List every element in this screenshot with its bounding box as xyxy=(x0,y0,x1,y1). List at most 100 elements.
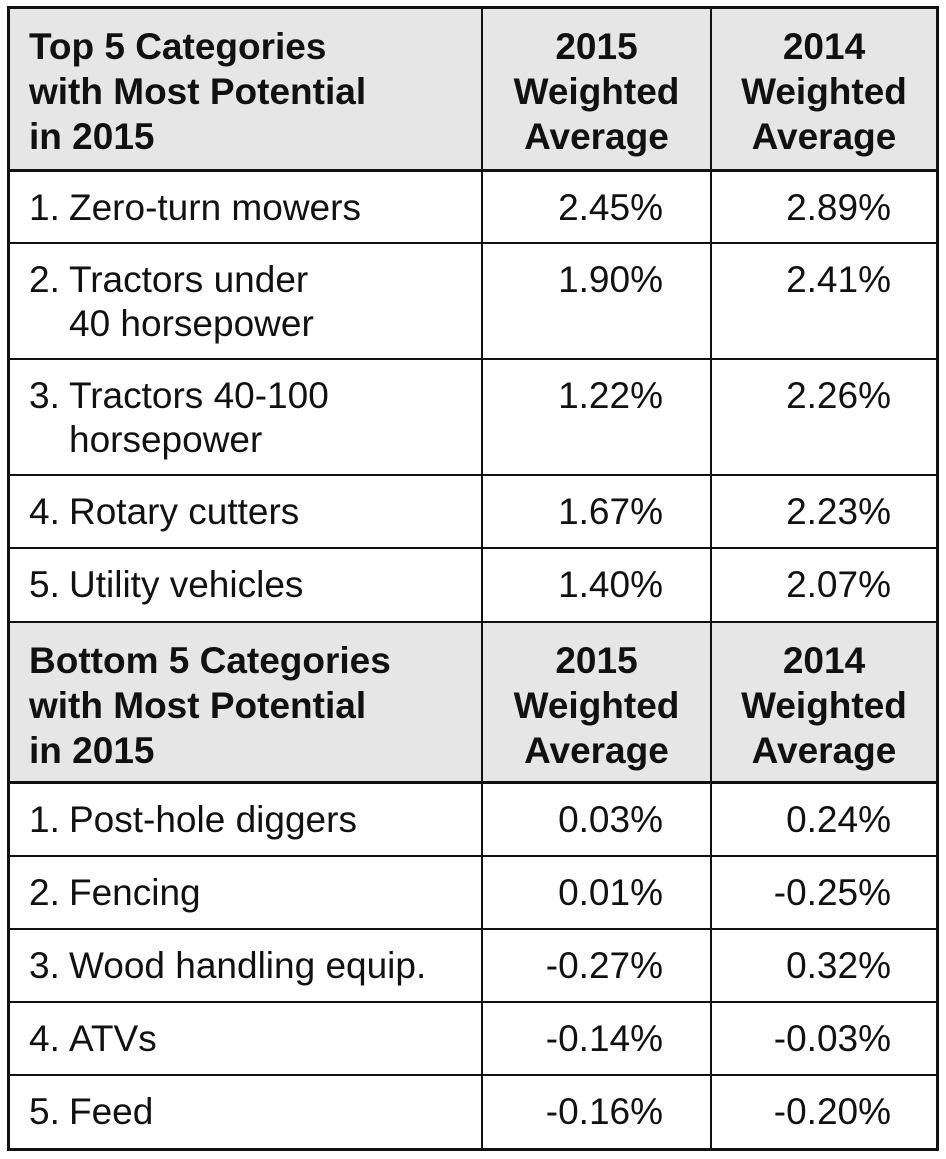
category-cell: 5. Utility vehicles xyxy=(10,547,483,623)
section-header-row: Top 5 Categories with Most Potential in 20… xyxy=(10,9,936,172)
value-2014-cell: -0.03% xyxy=(710,1000,936,1076)
category-label: Utility vehicles xyxy=(69,563,303,607)
category-cell: 4. ATVs xyxy=(10,1000,483,1076)
weighted-average-2015-header-line: Average xyxy=(524,729,669,771)
value-2014-cell: 0.32% xyxy=(710,927,936,1003)
rank-number: 3. xyxy=(29,944,60,986)
weighted-average-2015-header-line: Weighted xyxy=(513,684,680,726)
weighted-average-2015-header-line: Weighted xyxy=(513,71,680,112)
table-row: 2. Fencing 0.01% -0.25% xyxy=(10,854,936,930)
category-label-line: horsepower xyxy=(69,419,263,461)
category-header-line: in 2015 xyxy=(29,116,155,157)
category-label: Fencing xyxy=(69,871,201,915)
value-2015-cell: 1.40% xyxy=(481,547,712,623)
category-cell: 1. Post-hole diggers xyxy=(10,781,483,857)
value-2014-cell: 0.24% xyxy=(710,781,936,857)
category-header-line: with Most Potential xyxy=(29,684,367,726)
weighted-average-2015-header: 2015 Weighted Average xyxy=(481,620,712,785)
table-row: 2. Tractors under 40 horsepower 1.90% 2.41% xyxy=(10,242,936,361)
weighted-average-2015-header-line: Average xyxy=(524,116,669,157)
value-2014-cell: 2.26% xyxy=(710,358,936,477)
category-header-line: in 2015 xyxy=(29,729,155,771)
weighted-average-2014-header-line: Average xyxy=(751,116,897,157)
value-2014-cell: 2.89% xyxy=(710,169,936,245)
category-label: Post-hole diggers xyxy=(69,798,357,842)
category-label: ATVs xyxy=(69,1017,157,1061)
weighted-average-2015-header-line: 2015 xyxy=(555,26,638,67)
category-label: Zero-turn mowers xyxy=(69,186,361,230)
table-row: 1. Zero-turn mowers 2.45% 2.89% xyxy=(10,169,936,245)
weighted-average-2014-header: 2014 Weighted Average xyxy=(710,620,936,785)
rank-number: 3. xyxy=(29,375,60,417)
table-row: 5. Utility vehicles 1.40% 2.07% xyxy=(10,547,936,623)
weighted-average-2014-header: 2014 Weighted Average xyxy=(710,9,936,172)
weighted-average-2014-header-line: Average xyxy=(751,729,897,771)
value-2014-cell: -0.25% xyxy=(710,854,936,930)
weighted-average-2014-header-line: 2014 xyxy=(782,639,866,681)
rank-number: 2. xyxy=(29,259,60,301)
rank-number: 1. xyxy=(29,799,60,841)
weighted-average-2014-header-line: 2014 xyxy=(782,26,866,67)
category-label-line: Post-hole diggers xyxy=(69,799,357,841)
category-cell: 2. Fencing xyxy=(10,854,483,930)
value-2014-cell: 2.41% xyxy=(710,242,936,361)
value-2015-cell: -0.14% xyxy=(481,1000,712,1076)
table-row: 3. Tractors 40-100 horsepower 1.22% 2.26% xyxy=(10,358,936,477)
category-header-line: with Most Potential xyxy=(29,71,367,112)
rank-number: 4. xyxy=(29,491,60,533)
category-label-line: Tractors under xyxy=(69,259,309,301)
category-cell: 4. Rotary cutters xyxy=(10,474,483,550)
category-label-line: Fencing xyxy=(69,871,201,913)
category-cell: 3. Wood handling equip. xyxy=(10,927,483,1003)
rank-number: 4. xyxy=(29,1017,60,1059)
category-label-line: Feed xyxy=(69,1090,154,1132)
category-label: Feed xyxy=(69,1090,153,1134)
table-row: 1. Post-hole diggers 0.03% 0.24% xyxy=(10,781,936,857)
category-header-line: Top 5 Categories xyxy=(29,26,327,67)
value-2015-cell: 2.45% xyxy=(481,169,712,245)
value-2015-cell: 1.22% xyxy=(481,358,712,477)
category-cell: 2. Tractors under 40 horsepower xyxy=(10,242,483,361)
rank-number: 2. xyxy=(29,871,60,913)
section-header-row: Bottom 5 Categories with Most Potential in… xyxy=(10,620,936,785)
table-row: 5. Feed -0.16% -0.20% xyxy=(10,1073,936,1148)
rank-number: 1. xyxy=(29,186,60,228)
value-2015-cell: -0.27% xyxy=(481,927,712,1003)
category-label: Tractors under 40 horsepower xyxy=(69,258,314,346)
category-label: Wood handling equip. xyxy=(69,944,426,988)
category-label-line: ATVs xyxy=(69,1017,157,1059)
category-label-line: Zero-turn mowers xyxy=(69,186,361,228)
category-label-line: Rotary cutters xyxy=(69,491,300,533)
table-row: 3. Wood handling equip. -0.27% 0.32% xyxy=(10,927,936,1003)
category-cell: 3. Tractors 40-100 horsepower xyxy=(10,358,483,477)
category-label: Tractors 40-100 horsepower xyxy=(69,374,329,462)
value-2014-cell: 2.23% xyxy=(710,474,936,550)
weighted-average-2014-header-line: Weighted xyxy=(741,71,907,112)
category-label-line: Wood handling equip. xyxy=(69,944,427,986)
value-2015-cell: -0.16% xyxy=(481,1073,712,1148)
value-2015-cell: 1.90% xyxy=(481,242,712,361)
category-column-header: Top 5 Categories with Most Potential in 20… xyxy=(10,9,483,172)
value-2015-cell: 0.03% xyxy=(481,781,712,857)
category-label-line: Tractors 40-100 xyxy=(69,375,329,417)
table-body: Top 5 Categories with Most Potential in 20… xyxy=(10,9,936,1148)
value-2014-cell: -0.20% xyxy=(710,1073,936,1148)
rank-number: 5. xyxy=(29,564,60,606)
potential-categories-table-frame: Top 5 Categories with Most Potential in 20… xyxy=(7,6,939,1151)
table-row: 4. Rotary cutters 1.67% 2.23% xyxy=(10,474,936,550)
value-2015-cell: 0.01% xyxy=(481,854,712,930)
weighted-average-2015-header-line: 2015 xyxy=(555,639,638,681)
category-header-line: Bottom 5 Categories xyxy=(29,639,391,681)
category-label: Rotary cutters xyxy=(69,490,299,534)
rank-number: 5. xyxy=(29,1090,60,1132)
value-2015-cell: 1.67% xyxy=(481,474,712,550)
category-cell: 5. Feed xyxy=(10,1073,483,1148)
weighted-average-2015-header: 2015 Weighted Average xyxy=(481,9,712,172)
weighted-average-2014-header-line: Weighted xyxy=(741,684,907,726)
category-label-line: Utility vehicles xyxy=(69,564,304,606)
category-cell: 1. Zero-turn mowers xyxy=(10,169,483,245)
potential-categories-table: Top 5 Categories with Most Potential in 20… xyxy=(10,9,936,1148)
category-column-header: Bottom 5 Categories with Most Potential in… xyxy=(10,620,483,785)
table-row: 4. ATVs -0.14% -0.03% xyxy=(10,1000,936,1076)
value-2014-cell: 2.07% xyxy=(710,547,936,623)
